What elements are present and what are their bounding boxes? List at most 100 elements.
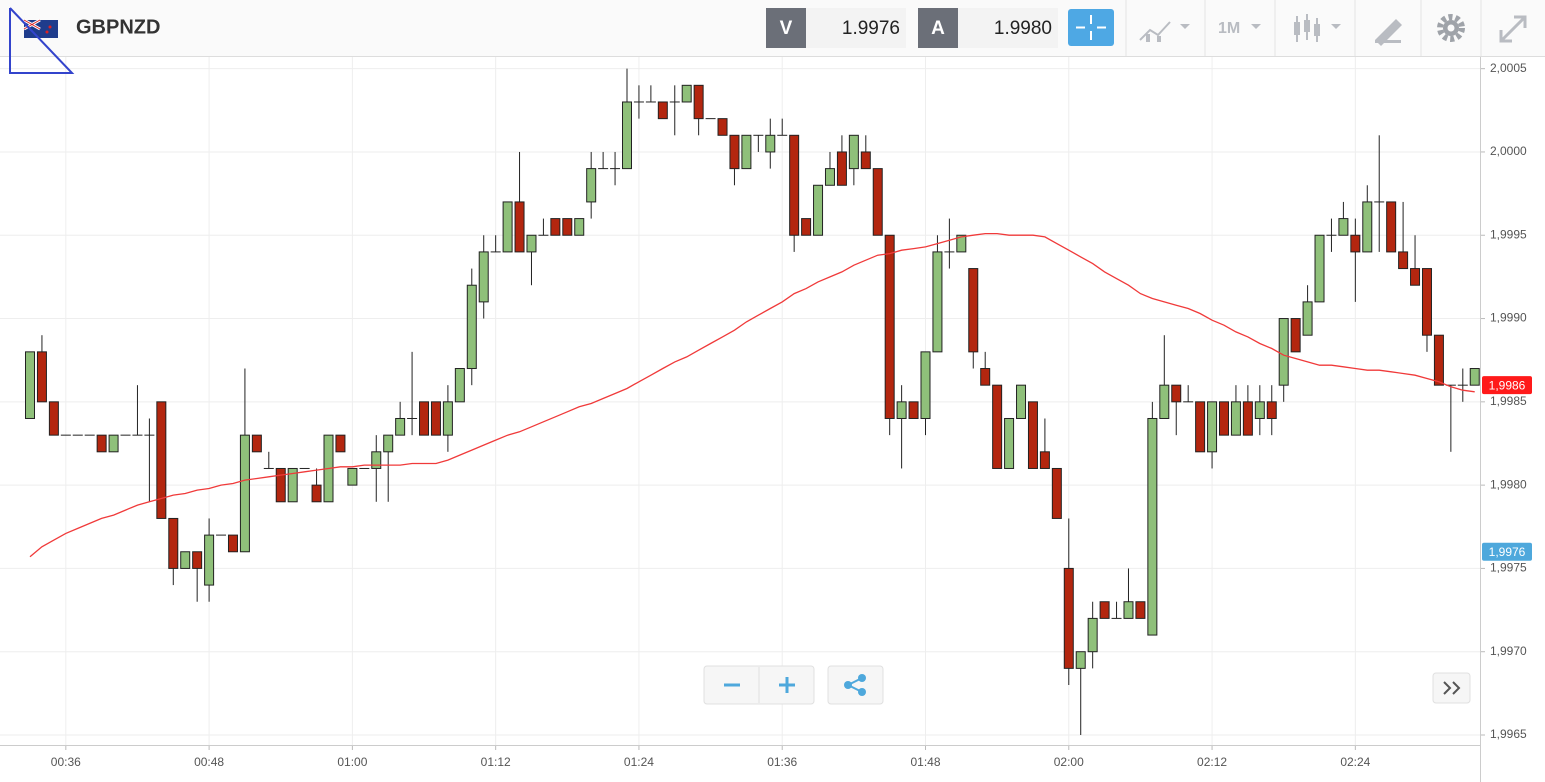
- candle-body: [1219, 401, 1229, 436]
- candle: [1362, 185, 1373, 253]
- candle-body: [1087, 617, 1098, 653]
- fullscreen-button[interactable]: [1499, 15, 1527, 43]
- y-tick-label: 1,9990: [1490, 311, 1527, 325]
- candle: [490, 235, 501, 253]
- candle-body: [1051, 467, 1062, 519]
- candle-body: [1362, 201, 1373, 253]
- candle-body: [729, 134, 740, 170]
- timeframe[interactable]: 1M: [1218, 20, 1240, 37]
- draw-button[interactable]: [1375, 19, 1402, 46]
- candle: [765, 118, 776, 169]
- y-tick-label: 1,9985: [1490, 394, 1527, 408]
- flag: [23, 18, 58, 38]
- candle: [1123, 568, 1134, 619]
- candle: [347, 467, 358, 486]
- candle-body: [454, 368, 465, 403]
- settings-button[interactable]: [1437, 14, 1465, 42]
- candle-body: [884, 234, 895, 419]
- candle: [144, 418, 155, 502]
- candle: [1207, 401, 1218, 469]
- candle: [96, 434, 107, 453]
- candle-body: [514, 201, 525, 253]
- candle-body: [968, 268, 979, 353]
- candle: [108, 434, 119, 453]
- candle: [383, 434, 394, 502]
- candle-body: [251, 434, 262, 453]
- candle-type-button[interactable]: [1294, 14, 1341, 42]
- candle: [1219, 401, 1229, 436]
- share-button[interactable]: [827, 665, 884, 705]
- candle-body: [992, 384, 1003, 469]
- candle-body: [526, 234, 537, 253]
- candle-body: [96, 434, 107, 453]
- candle-body: [717, 118, 728, 136]
- candle-body: [1135, 601, 1146, 619]
- plot-layer: 2,0005 2,0000 1,9995 1,9990 1,9985 1,9980 1,99…: [0, 57, 1527, 782]
- candle: [478, 235, 489, 319]
- zoom-in[interactable]: [779, 677, 795, 693]
- chart-type-button[interactable]: [1139, 21, 1190, 42]
- candle: [550, 218, 561, 236]
- ask-tag: [918, 8, 958, 48]
- candle: [1469, 368, 1480, 386]
- timeframe-button[interactable]: 1M: [1218, 20, 1261, 37]
- y-tick-label: 2,0000: [1490, 144, 1527, 158]
- candle-body: [347, 467, 358, 486]
- candle: [622, 68, 632, 170]
- candle: [1195, 401, 1206, 453]
- candle: [1302, 285, 1313, 336]
- candle: [251, 434, 262, 453]
- scroll-end-button[interactable]: [1432, 672, 1471, 704]
- candle: [848, 134, 859, 186]
- candle-body: [335, 434, 346, 453]
- candle-body: [192, 551, 203, 569]
- candle-body: [1421, 268, 1432, 336]
- candle: [813, 184, 824, 236]
- candle: [645, 85, 656, 103]
- candle: [526, 234, 537, 286]
- candle-body: [227, 534, 238, 553]
- candle: [956, 234, 967, 253]
- candle: [1039, 418, 1050, 469]
- candle: [908, 401, 919, 419]
- candle-body: [1242, 401, 1253, 436]
- candle-body: [25, 351, 35, 419]
- candle: [1374, 135, 1385, 252]
- ask-price: 1.9980: [994, 18, 1052, 39]
- crosshair-button[interactable]: [1068, 9, 1114, 46]
- candle: [1398, 201, 1409, 270]
- candle-body: [622, 101, 632, 170]
- candle-body: [836, 151, 847, 186]
- candle: [454, 368, 465, 403]
- candle: [777, 118, 788, 136]
- x-tick-label: 00:36: [51, 755, 81, 769]
- candle-body: [1016, 384, 1027, 419]
- candle: [1338, 201, 1349, 236]
- y-tick-label: 1,9995: [1490, 227, 1527, 241]
- candle-body: [1099, 601, 1110, 619]
- candle: [657, 101, 668, 120]
- candle-body: [1159, 384, 1170, 419]
- candle: [1099, 601, 1110, 619]
- candle-body: [1039, 451, 1050, 469]
- x-tick-label: 02:24: [1340, 755, 1370, 769]
- candle: [371, 435, 382, 502]
- candle-body: [419, 401, 430, 436]
- candle-body: [311, 484, 322, 503]
- candle: [1386, 201, 1397, 253]
- candle-body: [789, 134, 800, 236]
- candle: [275, 467, 286, 503]
- candle: [502, 201, 513, 253]
- candle-body: [693, 84, 704, 120]
- moving-average: [29, 232, 1475, 558]
- candle: [610, 151, 621, 186]
- candle-body: [681, 84, 692, 103]
- bid-tag: [766, 8, 806, 48]
- candle: [1027, 401, 1038, 469]
- candle: [1230, 385, 1241, 436]
- y-tick-label: 1,9980: [1490, 477, 1527, 491]
- candle: [824, 151, 835, 186]
- x-tick-label: 01:00: [337, 755, 367, 769]
- candle-body: [1338, 218, 1349, 236]
